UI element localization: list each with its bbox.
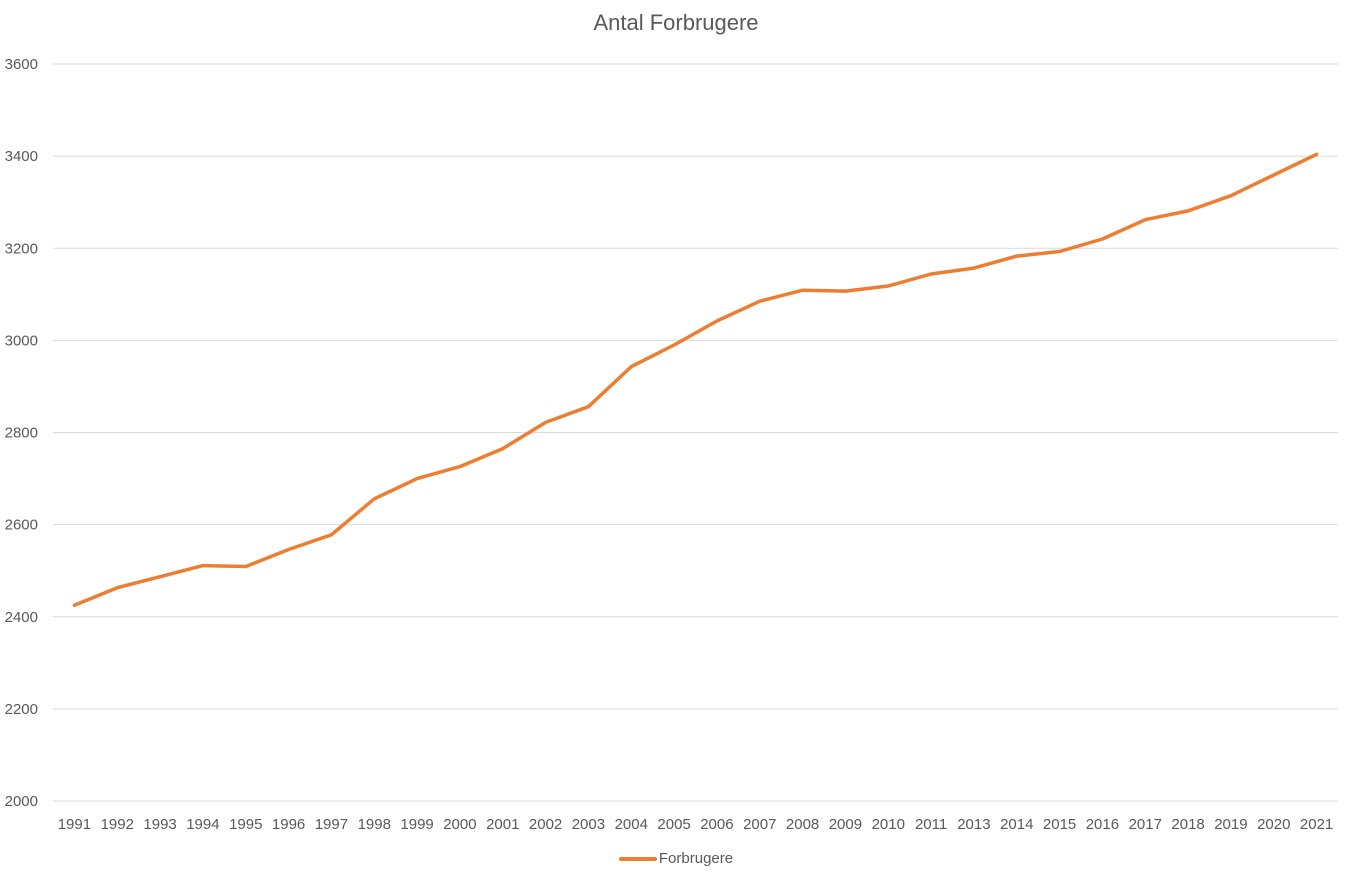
x-tick-label: 1997 bbox=[315, 816, 348, 833]
x-tick-label: 2018 bbox=[1171, 816, 1204, 833]
x-axis-ticks: 1991 1992 1993 1994 1995 1996 1997 1998 1999 2000… bbox=[58, 816, 1334, 833]
y-tick-label: 3600 bbox=[5, 56, 38, 73]
x-tick-label: 2010 bbox=[872, 816, 905, 833]
y-tick-label: 2600 bbox=[5, 517, 38, 534]
chart-title: Antal Forbrugere bbox=[593, 10, 759, 35]
y-tick-label: 3200 bbox=[5, 240, 38, 257]
x-tick-label: 2016 bbox=[1086, 816, 1119, 833]
x-tick-label: 2009 bbox=[829, 816, 862, 833]
y-tick-label: 2400 bbox=[5, 609, 38, 626]
x-tick-label: 2000 bbox=[443, 816, 476, 833]
series-line-0 bbox=[72, 152, 1319, 607]
x-tick-label: 1995 bbox=[229, 816, 262, 833]
x-tick-label: 1994 bbox=[186, 816, 219, 833]
x-tick-label: 2015 bbox=[1043, 816, 1076, 833]
x-tick-label: 1993 bbox=[143, 816, 176, 833]
legend-swatch bbox=[618, 856, 657, 861]
x-tick-label: 1998 bbox=[358, 816, 391, 833]
x-tick-label: 2003 bbox=[572, 816, 605, 833]
y-tick-label: 2200 bbox=[5, 701, 38, 718]
x-tick-label: 1996 bbox=[272, 816, 305, 833]
x-tick-label: 2017 bbox=[1129, 816, 1162, 833]
x-tick-label: 2020 bbox=[1257, 816, 1290, 833]
x-tick-label: 2019 bbox=[1214, 816, 1247, 833]
x-tick-label: 2008 bbox=[786, 816, 819, 833]
y-tick-label: 3000 bbox=[5, 332, 38, 349]
legend: Forbrugere bbox=[0, 850, 1352, 867]
x-tick-label: 2011 bbox=[915, 816, 947, 833]
gridlines bbox=[53, 63, 1338, 802]
y-axis-ticks: 2000 2200 2400 2600 2800 3000 3200 3400 3600 bbox=[5, 56, 38, 810]
x-tick-label: 1991 bbox=[58, 816, 91, 833]
x-tick-label: 2004 bbox=[615, 816, 648, 833]
x-tick-label: 2006 bbox=[700, 816, 733, 833]
y-tick-label: 2800 bbox=[5, 425, 38, 442]
x-tick-label: 2002 bbox=[529, 816, 562, 833]
x-tick-label: 2021 bbox=[1300, 816, 1333, 833]
x-tick-label: 1992 bbox=[101, 816, 134, 833]
x-tick-label: 2001 bbox=[486, 816, 519, 833]
y-tick-label: 2000 bbox=[5, 793, 38, 810]
series-group bbox=[72, 152, 1319, 607]
legend-label: Forbrugere bbox=[658, 850, 734, 867]
x-tick-label: 2013 bbox=[957, 816, 990, 833]
x-tick-label: 2014 bbox=[1000, 816, 1033, 833]
x-tick-label: 2005 bbox=[657, 816, 690, 833]
x-tick-label: 1999 bbox=[400, 816, 433, 833]
x-tick-label: 2007 bbox=[743, 816, 776, 833]
y-tick-label: 3400 bbox=[5, 148, 38, 165]
